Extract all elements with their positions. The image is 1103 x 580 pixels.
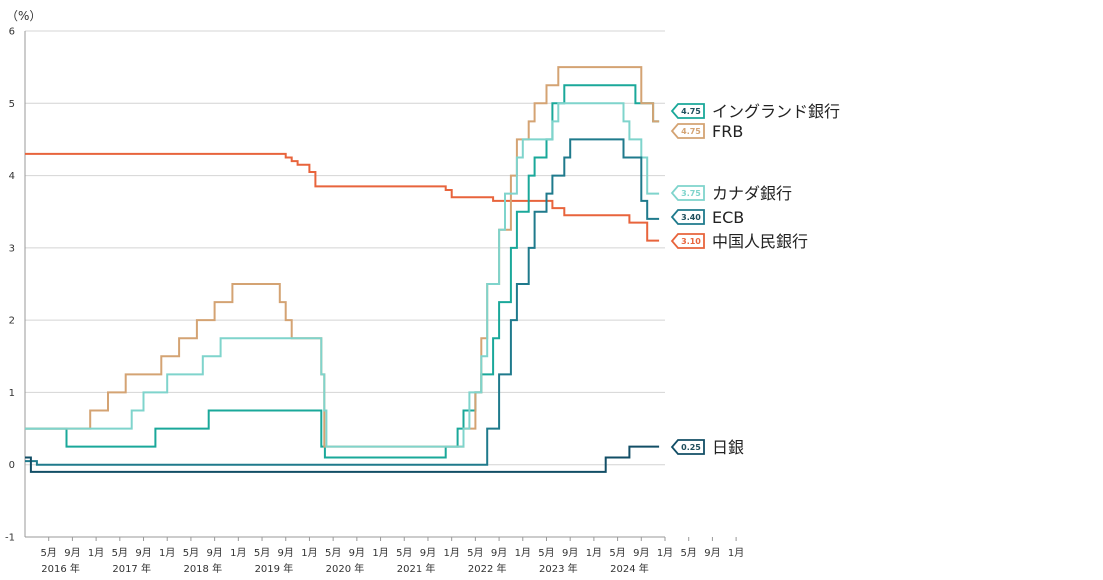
x-tick-label: 5月 [325,547,341,559]
x-tick-label: 5月 [538,547,554,559]
x-tick-label: 5月 [467,547,483,559]
series-line [25,84,660,459]
x-tick-label: 9月 [135,547,151,559]
end-label: 3.10 中国人民銀行 [670,232,808,251]
end-value-text: 3.10 [681,237,701,246]
x-tick-label: 9月 [349,547,365,559]
y-tick-label: 4 [9,171,15,182]
y-tick-label: 6 [9,27,15,38]
value-tag-inner [680,212,702,222]
year-label: 2016 年 [41,562,80,575]
year-label: 2021 年 [397,562,436,575]
y-tick-label: 1 [9,388,15,399]
x-tick-label: 5月 [41,547,57,559]
year-label: 2017 年 [112,562,151,575]
series-name-label: 日銀 [712,438,744,457]
x-tick-label: 1月 [728,547,744,559]
series-line [25,152,660,242]
x-tick-label: 1月 [230,547,246,559]
x-tick-label: 9月 [491,547,507,559]
x-tick-label: 1月 [443,547,459,559]
x-tick-label: 5月 [183,547,199,559]
end-label: 4.75 イングランド銀行 [670,102,840,121]
x-tick-label: 1月 [586,547,602,559]
x-tick-label: 5月 [396,547,412,559]
series-lines [25,66,660,473]
end-label: 4.75 FRB [670,122,743,141]
x-tick-label: 9月 [704,547,720,559]
x-tick-label: 5月 [112,547,128,559]
y-axis: 6 5 4 3 2 1 0 -1 [5,27,26,544]
series-name-label: カナダ銀行 [712,184,792,203]
x-tick-label: 5月 [609,547,625,559]
y-tick-label: 3 [9,243,15,254]
year-label: 2022 年 [468,562,507,575]
series-line [25,138,660,466]
series-name-label: イングランド銀行 [712,102,840,121]
value-tag-inner [680,442,702,452]
end-value-text: 4.75 [681,127,701,136]
series-line [25,445,660,473]
y-tick-label: -1 [5,533,15,544]
year-label: 2020 年 [326,562,365,575]
end-label: 0.25 日銀 [670,438,744,457]
series-name-label: 中国人民銀行 [712,232,808,251]
series-name-label: FRB [712,122,743,141]
year-label: 2018 年 [183,562,222,575]
x-tick-label: 5月 [681,547,697,559]
y-tick-label: 5 [9,99,15,110]
end-value-text: 0.25 [681,443,701,452]
x-tick-label: 9月 [64,547,80,559]
end-label: 3.40 ECB [670,208,744,227]
y-unit-label: （%） [6,9,41,23]
value-tag-inner [680,106,702,116]
value-tag [670,123,705,139]
year-label: 2023 年 [539,562,578,575]
x-tick-label: 9月 [633,547,649,559]
series-line [25,66,660,448]
x-tick-label: 9月 [278,547,294,559]
end-value-text: 4.75 [681,107,701,116]
x-tick-label: 5月 [254,547,270,559]
end-value-text: 3.75 [681,189,701,198]
y-tick-label: 2 [9,316,15,327]
x-tick-label: 9月 [562,547,578,559]
gridlines [25,30,665,538]
x-tick-label: 1月 [372,547,388,559]
series-name-label: ECB [712,208,744,227]
year-label: 2019 年 [255,562,294,575]
series-line [25,102,660,448]
end-value-text: 3.40 [681,213,701,222]
value-tag [670,185,705,201]
y-tick-label: 0 [9,460,15,471]
x-tick-label: 1月 [88,547,104,559]
year-label: 2024 年 [610,562,649,575]
x-tick-label: 1月 [301,547,317,559]
x-tick-label: 1月 [159,547,175,559]
end-labels: 4.75 イングランド銀行 4.75 FRB 3.75 カナダ銀行 3.40 ECB 3.10 中… [670,102,840,457]
value-tag [670,233,705,249]
x-tick-label: 1月 [515,547,531,559]
end-label: 3.75 カナダ銀行 [670,184,792,203]
x-tick-label: 1月 [657,547,673,559]
x-tick-label: 9月 [206,547,222,559]
x-axis: 5月 9月 1月 5月 9月 1月 5月 9月 1月 5月 9月 1月 5月 9月 1月 5月 9月 1月 5月 9月… [25,536,744,575]
x-tick-label: 9月 [420,547,436,559]
